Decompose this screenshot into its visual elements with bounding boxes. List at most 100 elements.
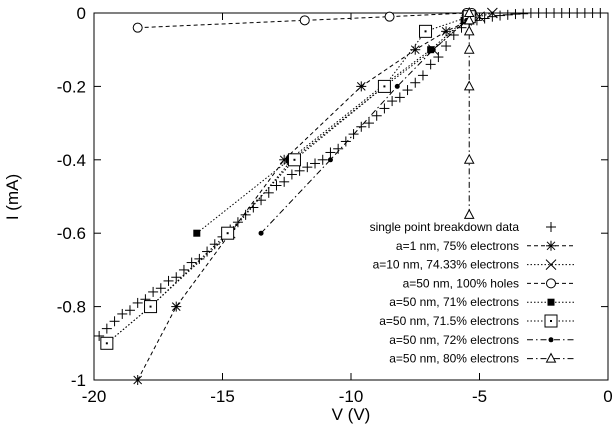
legend-label: a=50 nm, 71% electrons xyxy=(389,295,519,309)
series-7 xyxy=(463,6,475,219)
legend-label: single point breakdown data xyxy=(370,220,520,234)
marker-dot xyxy=(105,342,108,345)
plus-marker xyxy=(425,59,436,70)
plus-marker xyxy=(271,180,282,191)
marker-stroke xyxy=(441,26,451,36)
open-square-marker xyxy=(287,153,301,167)
marker-stroke xyxy=(486,7,498,19)
plus-marker xyxy=(279,176,290,187)
marker-stroke xyxy=(133,375,143,385)
plus-marker xyxy=(124,305,135,316)
star-marker xyxy=(171,301,182,312)
dot-marker xyxy=(327,157,333,163)
plus-marker xyxy=(502,9,513,20)
marker-dot xyxy=(226,232,229,235)
series-line xyxy=(106,12,493,344)
plus-marker xyxy=(417,70,428,81)
y-tick-label: -0.4 xyxy=(57,151,86,170)
triangle-marker xyxy=(463,80,475,91)
x-tick-label: -10 xyxy=(339,387,364,406)
plus-marker xyxy=(286,169,297,180)
y-axis-label: I (mA) xyxy=(3,174,22,220)
marker-dot xyxy=(383,85,386,88)
legend-label: a=1 nm, 75% electrons xyxy=(396,239,519,253)
circle-marker xyxy=(384,11,395,22)
series-1 xyxy=(132,15,475,385)
plus-marker xyxy=(356,121,367,132)
plus-marker xyxy=(410,77,421,88)
filled-square-marker xyxy=(547,298,555,306)
x-tick-label: -5 xyxy=(472,387,487,406)
legend-label: a=50 nm, 72% electrons xyxy=(389,333,519,347)
plus-marker xyxy=(248,202,259,213)
marker-dot xyxy=(550,320,552,322)
y-tick-label: -1 xyxy=(71,371,86,390)
triangle-marker xyxy=(463,6,475,17)
plus-marker xyxy=(518,8,529,19)
plus-marker xyxy=(186,257,197,268)
triangle-marker xyxy=(545,352,557,363)
circle-marker xyxy=(132,22,143,33)
plus-marker xyxy=(333,143,344,154)
triangle-marker xyxy=(463,14,475,25)
plus-marker xyxy=(94,330,105,341)
plus-marker xyxy=(394,92,405,103)
dot-marker xyxy=(548,337,554,343)
plus-marker xyxy=(340,136,351,147)
series-4 xyxy=(193,16,468,237)
plus-marker xyxy=(402,85,413,96)
star-marker xyxy=(546,240,556,251)
circle-marker xyxy=(546,278,556,289)
y-tick-label: -0.8 xyxy=(57,298,86,317)
triangle-marker xyxy=(463,25,475,36)
filled-square-marker xyxy=(193,229,201,237)
plus-marker xyxy=(155,283,166,294)
series-line xyxy=(196,19,465,234)
plus-marker xyxy=(379,103,390,114)
legend-label: a=50 nm, 71.5% electrons xyxy=(379,314,519,328)
marker-stroke xyxy=(474,11,485,23)
open-square-marker xyxy=(221,226,235,240)
series-0 xyxy=(94,8,606,341)
plus-marker xyxy=(163,275,174,286)
x-tick-label: -15 xyxy=(210,387,235,406)
y-tick-label: -0.2 xyxy=(57,77,86,96)
series-layer xyxy=(94,6,606,385)
open-square-marker xyxy=(419,24,433,38)
marker-dot xyxy=(424,30,427,33)
plus-marker xyxy=(132,297,143,308)
plus-marker xyxy=(256,195,267,206)
star-marker xyxy=(410,44,421,55)
plus-marker xyxy=(171,272,182,283)
open-square-marker xyxy=(100,336,114,350)
plus-marker xyxy=(387,96,398,107)
axis-ticks: -20 -15 -10 -5 0 0 -0.2 -0.4 -0.6 -0.8 -1 xyxy=(57,4,613,406)
plus-marker xyxy=(325,147,336,158)
plus-marker xyxy=(302,162,313,173)
x-tick-label: -20 xyxy=(82,387,107,406)
filled-square-marker xyxy=(427,46,435,54)
legend-label: a=50 nm, 100% holes xyxy=(403,276,519,290)
marker-dot xyxy=(149,305,152,308)
x-marker xyxy=(486,7,498,19)
marker-stroke xyxy=(171,302,181,311)
triangle-marker xyxy=(463,153,475,164)
legend-label: a=50 nm, 80% electrons xyxy=(389,352,519,366)
open-square-marker xyxy=(544,314,558,328)
star-marker xyxy=(441,26,452,37)
circle-marker xyxy=(299,15,310,26)
y-tick-label: -0.6 xyxy=(57,224,86,243)
series-line xyxy=(260,19,467,234)
open-square-marker xyxy=(377,79,391,93)
marker-stroke xyxy=(546,241,556,251)
x-marker xyxy=(545,259,557,270)
marker-stroke xyxy=(545,259,557,270)
dot-marker xyxy=(394,83,400,89)
star-marker xyxy=(132,375,143,385)
plus-marker xyxy=(294,165,305,176)
plus-marker xyxy=(495,10,506,21)
x-tick-label: 0 xyxy=(603,387,612,406)
plus-marker xyxy=(546,222,556,232)
plus-marker xyxy=(595,8,606,18)
plus-marker xyxy=(263,187,274,198)
